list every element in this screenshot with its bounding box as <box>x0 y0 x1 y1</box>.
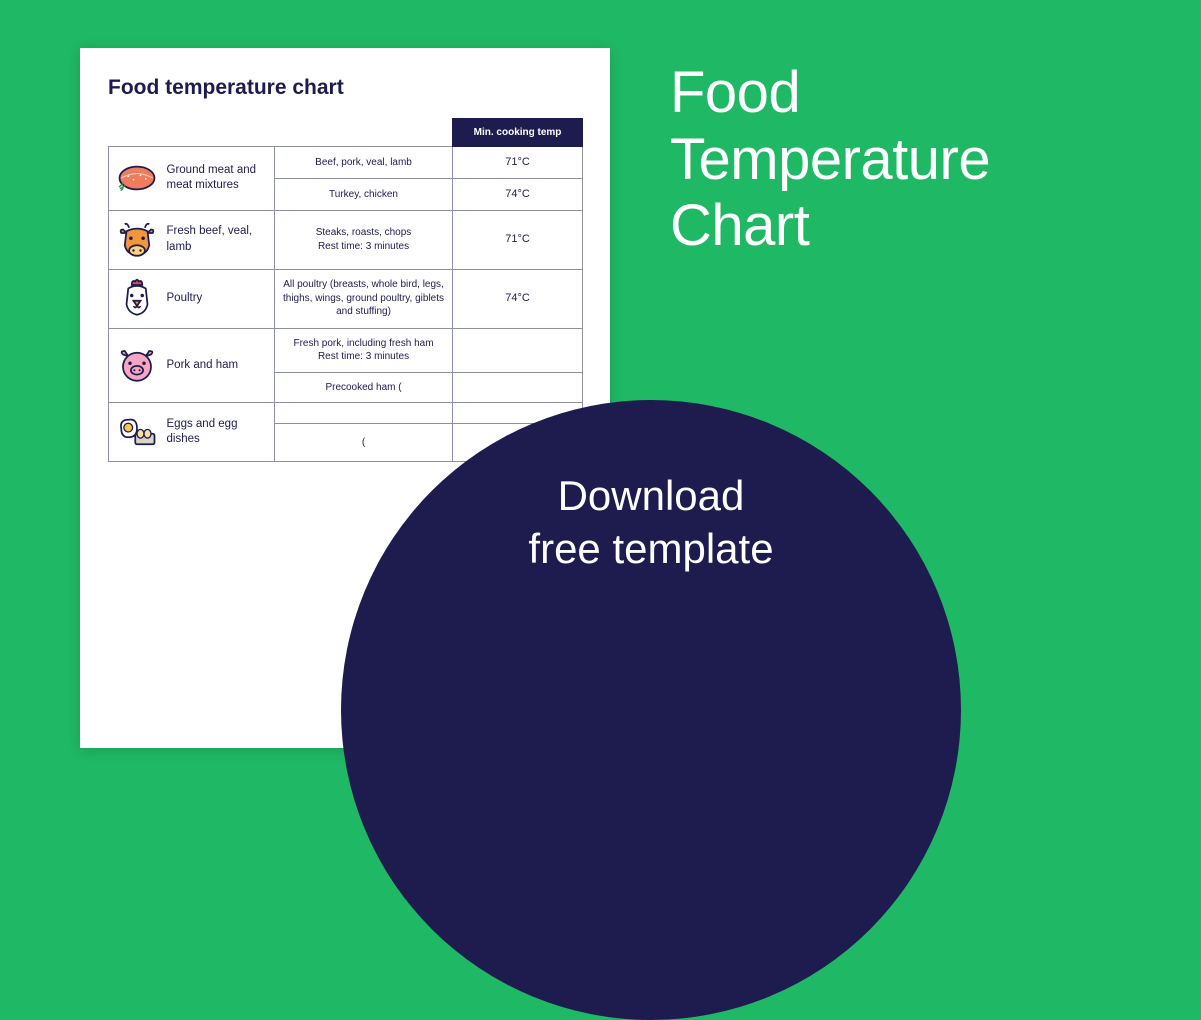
item-desc: Beef, pork, veal, lamb <box>275 147 453 179</box>
cow-icon <box>116 219 158 261</box>
cta-label: Downloadfree template <box>528 470 773 575</box>
chicken-icon <box>116 278 158 320</box>
download-cta[interactable]: Downloadfree template <box>341 400 961 1020</box>
food-temp-table: Min. cooking temp Gr <box>108 118 583 462</box>
category-label: Eggs and egg dishes <box>165 403 275 462</box>
item-desc: Steaks, roasts, chopsRest time: 3 minute… <box>275 210 453 269</box>
item-temp: 71°C <box>453 147 583 179</box>
ground-meat-icon <box>116 157 158 199</box>
category-label: Poultry <box>165 269 275 328</box>
chart-title: Food temperature chart <box>108 76 582 100</box>
item-desc: Turkey, chicken <box>275 178 453 210</box>
item-temp: 74°C <box>453 269 583 328</box>
item-temp <box>453 328 583 372</box>
pig-icon <box>116 344 158 386</box>
eggs-icon <box>116 411 158 453</box>
item-temp: 74°C <box>453 178 583 210</box>
table-row: Pork and ham Fresh pork, including fresh… <box>109 328 583 372</box>
category-label: Ground meat and meat mixtures <box>165 147 275 211</box>
table-row: Ground meat and meat mixtures Beef, pork… <box>109 147 583 179</box>
item-desc: ( <box>275 424 453 462</box>
item-desc: Fresh pork, including fresh hamRest time… <box>275 328 453 372</box>
category-label: Pork and ham <box>165 328 275 403</box>
item-desc: All poultry (breasts, whole bird, legs, … <box>275 269 453 328</box>
table-row: Fresh beef, veal, lamb Steaks, roasts, c… <box>109 210 583 269</box>
header-spacer <box>109 119 453 147</box>
page-headline: FoodTemperatureChart <box>670 60 1150 260</box>
table-row: Eggs and egg dishes <box>109 403 583 424</box>
category-label: Fresh beef, veal, lamb <box>165 210 275 269</box>
item-desc <box>275 403 453 424</box>
item-desc: Precooked ham ( <box>275 372 453 403</box>
table-row: Poultry All poultry (breasts, whole bird… <box>109 269 583 328</box>
item-temp <box>453 372 583 403</box>
header-min-temp: Min. cooking temp <box>453 119 583 147</box>
item-temp: 71°C <box>453 210 583 269</box>
